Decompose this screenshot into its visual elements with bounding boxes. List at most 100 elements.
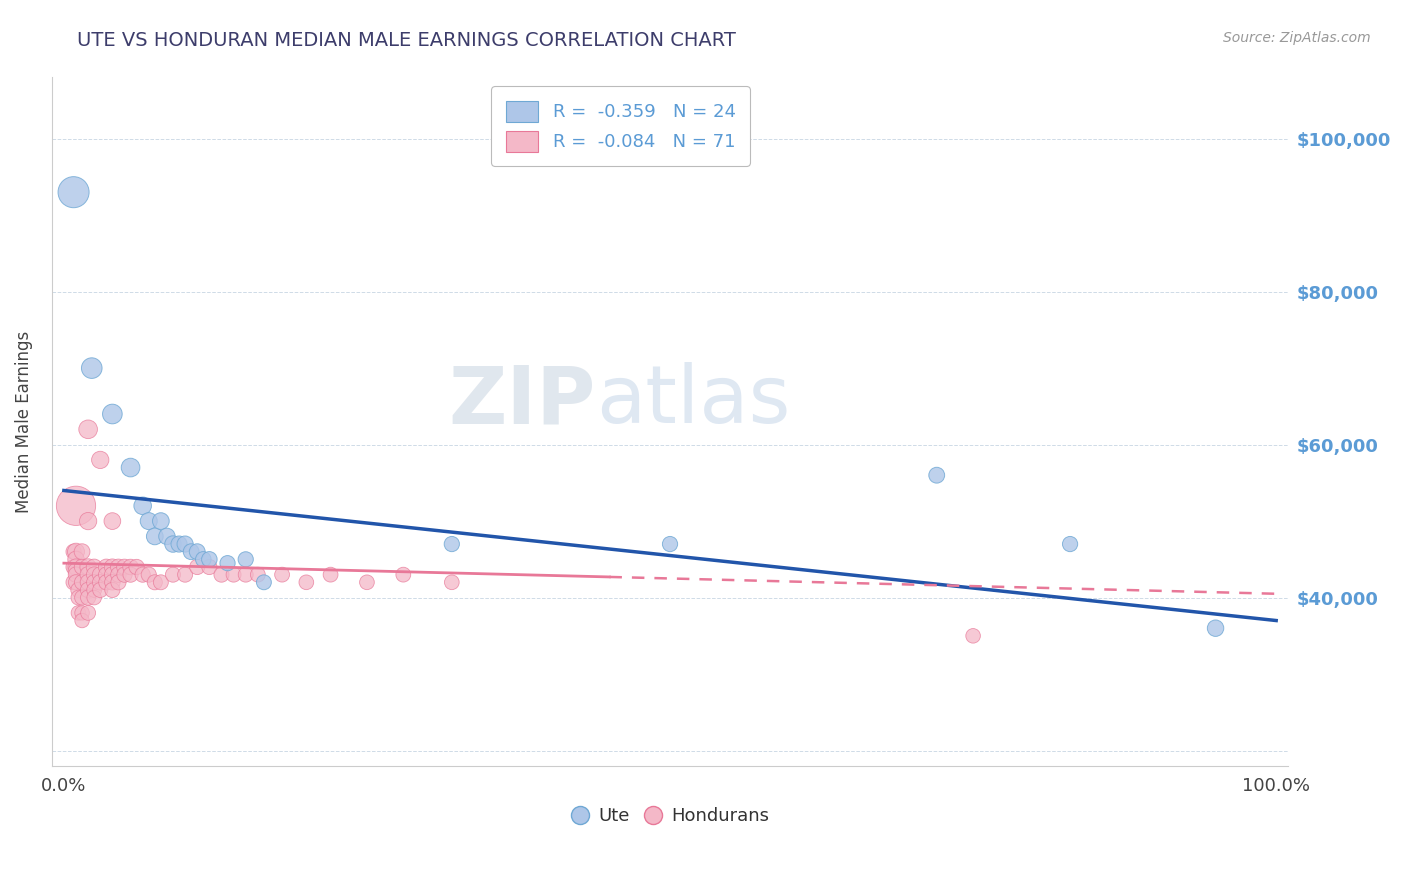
Point (70, 614, 93, 628)
Point (125, 560, 148, 574)
Point (67, 591, 90, 605)
Point (65, 552, 87, 566)
Point (925, 468, 948, 483)
Point (80, 361, 103, 376)
Point (143, 575, 166, 590)
Point (77, 606, 100, 620)
Point (70, 575, 93, 590)
Point (70, 606, 93, 620)
Point (217, 556, 239, 570)
Point (211, 567, 233, 582)
Point (107, 567, 129, 582)
Text: ZIP: ZIP (449, 362, 596, 440)
Point (101, 560, 124, 574)
Point (440, 537, 463, 551)
Point (271, 567, 294, 582)
Point (167, 537, 190, 551)
Point (70, 560, 93, 574)
Point (83, 567, 105, 582)
Point (89, 575, 111, 590)
Point (65, 499, 87, 513)
Point (193, 552, 215, 566)
Text: Source: ZipAtlas.com: Source: ZipAtlas.com (1223, 31, 1371, 45)
Point (131, 499, 153, 513)
Point (120, 560, 142, 574)
Point (77, 591, 100, 605)
Point (83, 591, 105, 605)
Point (77, 560, 100, 574)
Point (101, 575, 124, 590)
Point (65, 564, 87, 578)
Point (149, 514, 172, 528)
Point (101, 582, 124, 597)
Point (83, 560, 105, 574)
Point (101, 407, 124, 421)
Point (120, 567, 142, 582)
Point (392, 567, 415, 582)
Point (120, 460, 142, 475)
Point (156, 529, 179, 543)
Y-axis label: Median Male Earnings: Median Male Earnings (15, 331, 32, 513)
Point (246, 567, 269, 582)
Point (89, 567, 111, 582)
Point (96, 560, 118, 574)
Point (96, 567, 118, 582)
Point (77, 575, 100, 590)
Point (89, 453, 111, 467)
Point (659, 537, 682, 551)
Point (101, 514, 124, 528)
Point (198, 560, 221, 574)
Text: UTE VS HONDURAN MEDIAN MALE EARNINGS CORRELATION CHART: UTE VS HONDURAN MEDIAN MALE EARNINGS COR… (77, 31, 737, 50)
Point (962, 629, 984, 643)
Point (77, 567, 100, 582)
Legend: Ute, Hondurans: Ute, Hondurans (564, 800, 776, 832)
Point (131, 567, 153, 582)
Point (162, 567, 184, 582)
Point (65, 560, 87, 574)
Point (1205, 621, 1227, 635)
Point (114, 567, 136, 582)
Point (356, 575, 378, 590)
Point (67, 582, 90, 597)
Point (83, 582, 105, 597)
Point (62, 544, 84, 558)
Point (65, 567, 87, 582)
Point (70, 544, 93, 558)
Point (77, 422, 100, 436)
Point (186, 560, 208, 574)
Point (101, 567, 124, 582)
Point (235, 552, 257, 566)
Point (67, 606, 90, 620)
Point (253, 575, 276, 590)
Point (143, 529, 166, 543)
Point (198, 552, 221, 566)
Point (222, 567, 245, 582)
Point (65, 544, 87, 558)
Point (62, 185, 84, 199)
Point (186, 544, 208, 558)
Point (138, 567, 160, 582)
Point (138, 514, 160, 528)
Point (83, 575, 105, 590)
Point (65, 575, 87, 590)
Text: atlas: atlas (596, 362, 790, 440)
Point (180, 544, 202, 558)
Point (62, 575, 84, 590)
Point (149, 575, 172, 590)
Point (1059, 537, 1081, 551)
Point (96, 575, 118, 590)
Point (89, 582, 111, 597)
Point (235, 567, 257, 582)
Point (162, 537, 184, 551)
Point (319, 567, 342, 582)
Point (77, 514, 100, 528)
Point (295, 575, 318, 590)
Point (62, 560, 84, 574)
Point (107, 575, 129, 590)
Point (70, 591, 93, 605)
Point (114, 560, 136, 574)
Point (107, 560, 129, 574)
Point (174, 537, 197, 551)
Point (440, 575, 463, 590)
Point (174, 567, 197, 582)
